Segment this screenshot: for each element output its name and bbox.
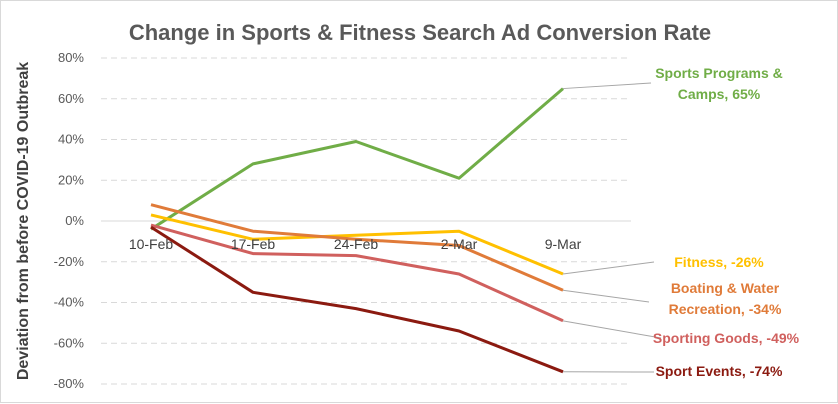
x-category-label: 10-Feb bbox=[129, 236, 174, 252]
series-line-sports_programs bbox=[151, 89, 563, 230]
annotation-leader-line bbox=[563, 83, 651, 89]
series-annotation-sport_events: Sport Events, -74% bbox=[656, 363, 783, 379]
y-tick-label: -80% bbox=[54, 376, 85, 391]
y-tick-label: 80% bbox=[58, 50, 84, 65]
x-category-label: 2-Mar bbox=[441, 236, 478, 252]
series-annotation-fitness: Fitness, -26% bbox=[674, 254, 764, 270]
y-tick-label: 40% bbox=[58, 132, 84, 147]
y-tick-label: -60% bbox=[54, 335, 85, 350]
series-annotation-sports_programs: Camps, 65% bbox=[678, 86, 761, 102]
y-tick-label: -20% bbox=[54, 254, 85, 269]
x-category-label: 9-Mar bbox=[545, 236, 582, 252]
annotation-leader-line bbox=[563, 262, 654, 274]
series-lines bbox=[151, 89, 563, 372]
chart-title: Change in Sports & Fitness Search Ad Con… bbox=[129, 20, 711, 45]
y-tick-labels: 80% 60% 40% 20% 0% -20% -40% -60% -80% bbox=[54, 50, 85, 391]
x-category-label: 24-Feb bbox=[334, 236, 379, 252]
y-tick-label: 0% bbox=[65, 213, 84, 228]
annotation-leader-line bbox=[563, 290, 649, 302]
y-tick-label: 60% bbox=[58, 91, 84, 106]
y-axis-label: Deviation from before COVID-19 Outbreak bbox=[15, 62, 32, 380]
annotation-leader-line bbox=[563, 321, 661, 338]
series-annotation-boating: Recreation, -34% bbox=[669, 301, 782, 317]
series-annotation-sporting_goods: Sporting Goods, -49% bbox=[653, 330, 800, 346]
series-annotation-sports_programs: Sports Programs & bbox=[655, 65, 783, 81]
series-annotation-boating: Boating & Water bbox=[671, 280, 780, 296]
y-tick-label: 20% bbox=[58, 172, 84, 187]
x-category-label: 17-Feb bbox=[231, 236, 276, 252]
series-annotations: Sports Programs & Camps, 65% Fitness, -26%… bbox=[563, 65, 800, 379]
y-tick-label: -40% bbox=[54, 295, 85, 310]
